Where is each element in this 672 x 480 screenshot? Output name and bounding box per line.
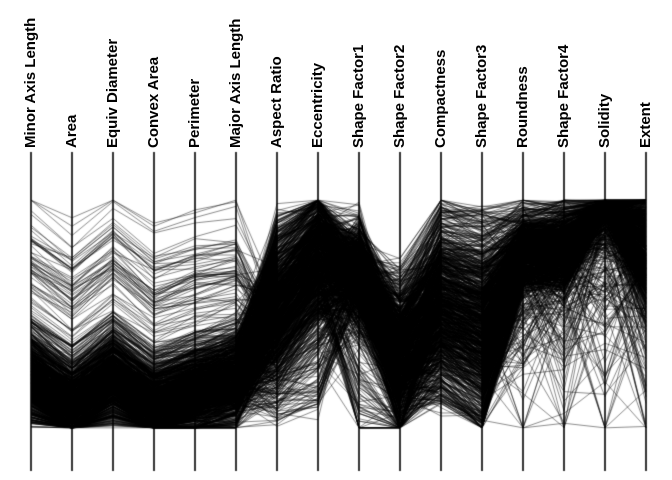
axis-label-aspect-ratio: Aspect Ratio	[268, 56, 285, 148]
axis-label-shape-factor4: Shape Factor4	[555, 44, 572, 148]
axis-label-solidity: Solidity	[596, 93, 613, 148]
axis-label-shape-factor2: Shape Factor2	[391, 44, 408, 148]
axis-label-compactness: Compactness	[432, 49, 449, 148]
axis-label-area: Area	[63, 114, 80, 148]
axis-label-extent: Extent	[637, 102, 654, 148]
axis-label-shape-factor1: Shape Factor1	[350, 44, 367, 148]
axis-label-convex-area: Convex Area	[145, 56, 162, 148]
axis-label-equiv-diameter: Equiv Diameter	[104, 38, 121, 148]
axis-label-roundness: Roundness	[514, 66, 531, 148]
axis-label-perimeter: Perimeter	[186, 78, 203, 148]
axis-label-minor-axis-length: Minor Axis Length	[22, 17, 39, 148]
axis-label-eccentricity: Eccentricity	[309, 62, 326, 148]
axis-label-shape-factor3: Shape Factor3	[473, 44, 490, 148]
axis-label-major-axis-length: Major Axis Length	[227, 18, 244, 148]
